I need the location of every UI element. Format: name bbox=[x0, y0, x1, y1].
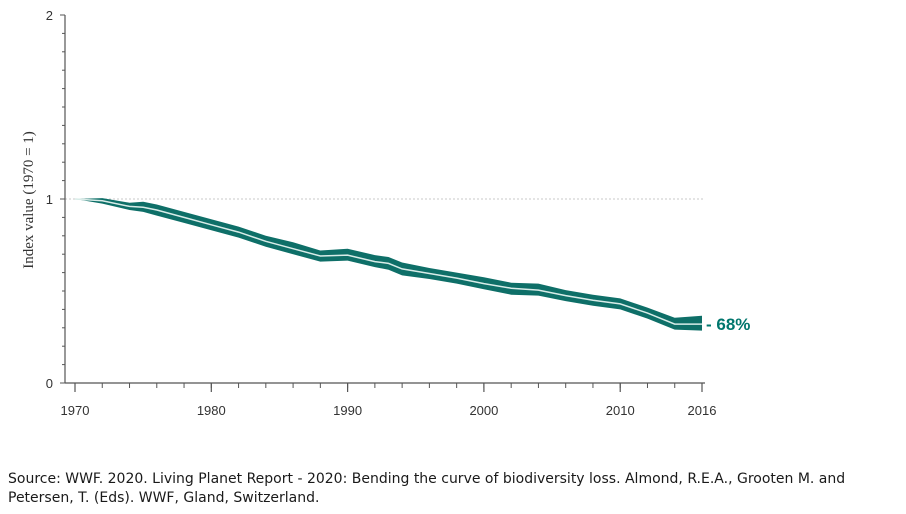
x-axis-minor-ticks bbox=[74, 383, 703, 392]
y-tick-label: 2 bbox=[46, 8, 53, 23]
end-change-label: - 68% bbox=[706, 315, 750, 334]
x-tick-label: 1990 bbox=[333, 403, 362, 418]
x-tick-label: 1980 bbox=[197, 403, 226, 418]
x-tick-label: 1970 bbox=[61, 403, 90, 418]
x-tick-label: 2016 bbox=[688, 403, 717, 418]
x-tick-label: 2000 bbox=[469, 403, 498, 418]
x-axis-tick-labels: 1970 1980 1990 2000 2010 2016 bbox=[61, 403, 717, 418]
y-axis-tick-labels: 0 1 2 bbox=[46, 8, 53, 391]
y-axis-minor-ticks bbox=[60, 14, 65, 384]
source-citation: Source: WWF. 2020. Living Planet Report … bbox=[8, 471, 846, 506]
index-trend-line bbox=[74, 198, 702, 325]
y-tick-label: 1 bbox=[46, 192, 53, 207]
confidence-band bbox=[75, 198, 702, 331]
y-axis-title: Index value (1970 = 1) bbox=[21, 131, 37, 269]
x-tick-label: 2010 bbox=[606, 403, 635, 418]
y-tick-label: 0 bbox=[46, 376, 53, 391]
living-planet-index-chart: 0 1 2 1970 1980 1990 2000 2010 2016 Index value… bbox=[21, 8, 750, 418]
